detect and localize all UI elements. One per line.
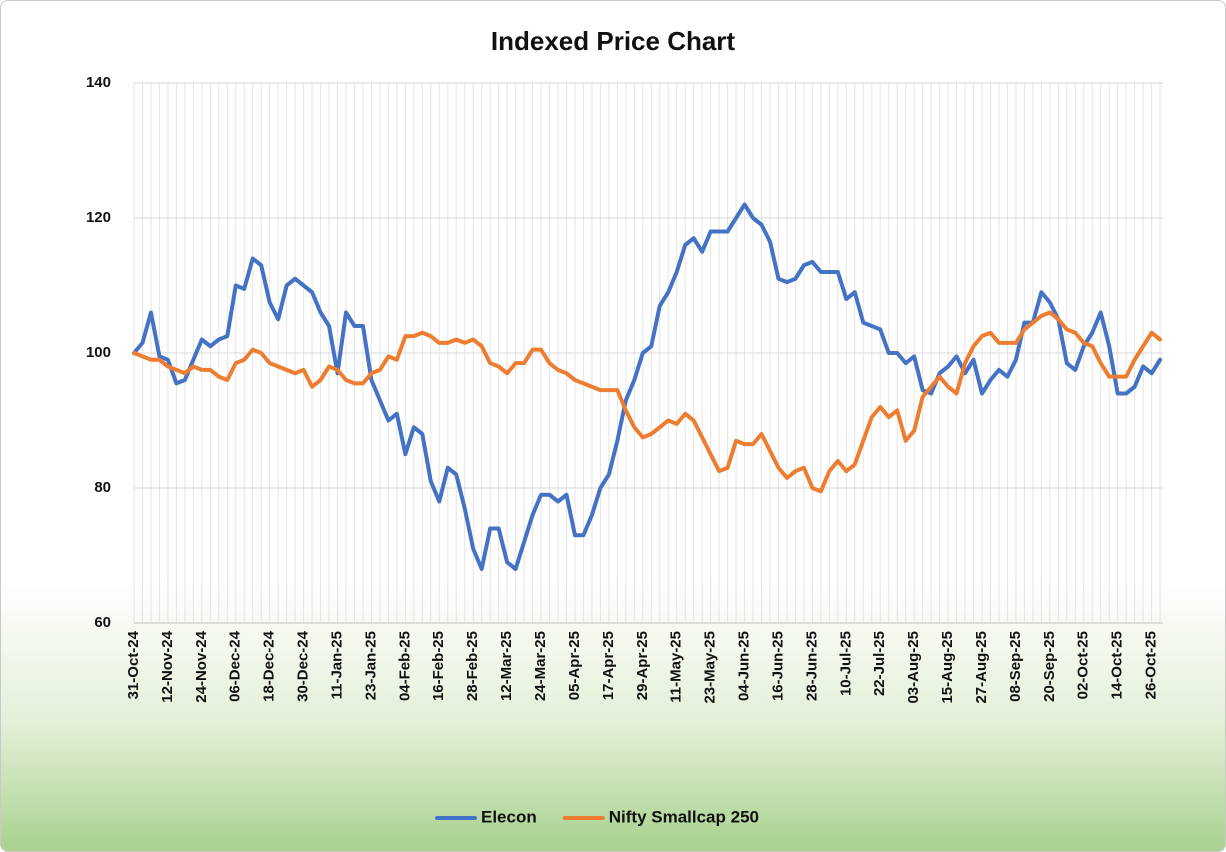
x-tick-label: 23-Jan-25 — [362, 631, 379, 700]
y-tick-label: 100 — [86, 344, 111, 361]
x-tick-label: 02-Oct-25 — [1075, 631, 1092, 699]
y-tick-label: 120 — [86, 209, 111, 226]
x-tick-label: 17-Apr-25 — [600, 631, 617, 700]
x-tick-label: 28-Feb-25 — [464, 631, 481, 701]
x-tick-label: 12-Nov-24 — [159, 630, 176, 702]
x-tick-label: 23-May-25 — [702, 631, 719, 704]
x-tick-label: 10-Jul-25 — [837, 631, 854, 696]
x-tick-label: 04-Jun-25 — [736, 631, 753, 701]
legend-label: Elecon — [481, 807, 537, 826]
x-tick-label: 16-Jun-25 — [769, 631, 786, 701]
x-tick-label: 11-Jan-25 — [328, 631, 345, 699]
x-tick-label: 26-Oct-25 — [1143, 631, 1160, 699]
x-tick-label: 28-Jun-25 — [803, 631, 820, 701]
x-tick-label: 14-Oct-25 — [1109, 631, 1126, 699]
x-tick-label: 04-Feb-25 — [396, 631, 413, 701]
x-tick-label: 05-Apr-25 — [566, 631, 583, 700]
series-line — [132, 310, 1163, 494]
x-tick-label: 08-Sep-25 — [1007, 631, 1024, 702]
y-tick-label: 140 — [86, 74, 111, 91]
x-tick-label: 24-Nov-24 — [193, 630, 210, 702]
series-line — [132, 202, 1163, 571]
x-tick-label: 16-Feb-25 — [430, 631, 447, 701]
x-tick-label: 11-May-25 — [668, 631, 685, 703]
chart-title: Indexed Price Chart — [491, 26, 736, 56]
y-tick-label: 80 — [94, 479, 111, 496]
y-tick-label: 60 — [94, 614, 111, 631]
x-tick-label: 22-Jul-25 — [871, 631, 888, 696]
x-tick-label: 30-Dec-24 — [295, 630, 312, 702]
x-tick-label: 29-Apr-25 — [634, 631, 651, 700]
x-tick-label: 03-Aug-25 — [905, 631, 922, 704]
x-tick-label: 15-Aug-25 — [939, 631, 956, 704]
x-tick-label: 20-Sep-25 — [1041, 631, 1058, 702]
x-tick-label: 18-Dec-24 — [261, 630, 278, 702]
x-tick-label: 12-Mar-25 — [498, 631, 515, 701]
x-tick-label: 24-Mar-25 — [532, 631, 549, 701]
x-tick-label: 06-Dec-24 — [227, 630, 244, 702]
x-tick-label: 31-Oct-24 — [125, 630, 142, 699]
x-tick-label: 27-Aug-25 — [973, 631, 990, 704]
legend-label: Nifty Smallcap 250 — [609, 807, 759, 826]
